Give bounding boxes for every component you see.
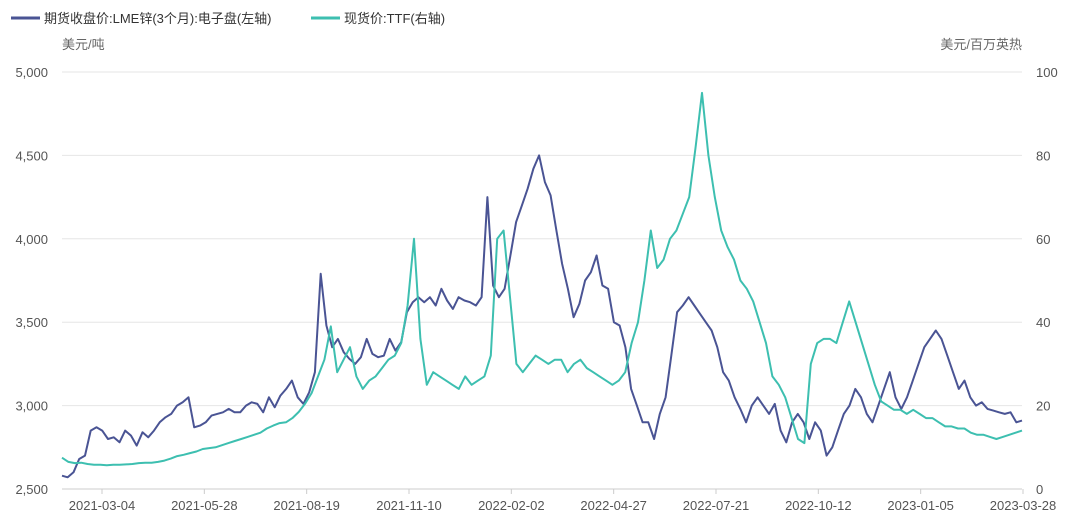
legend-label-ttf: 现货价:TTF(右轴) bbox=[344, 11, 445, 26]
left-tick-label: 4,000 bbox=[15, 232, 48, 247]
x-tick-label: 2021-03-04 bbox=[69, 498, 136, 513]
right-tick-label: 20 bbox=[1036, 399, 1050, 414]
x-tick-label: 2022-04-27 bbox=[580, 498, 647, 513]
x-tick-label: 2021-08-19 bbox=[273, 498, 340, 513]
left-tick-label: 3,500 bbox=[15, 315, 48, 330]
left-tick-label: 5,000 bbox=[15, 65, 48, 80]
x-axis-ticks: 2021-03-04 2021-05-28 2021-08-19 2021-11-10… bbox=[69, 489, 1057, 513]
x-tick-label: 2022-02-02 bbox=[478, 498, 545, 513]
right-axis-unit: 美元/百万英热 bbox=[940, 37, 1022, 52]
right-tick-label: 0 bbox=[1036, 482, 1043, 497]
left-axis-ticks: 2,500 3,000 3,500 4,000 4,500 5,000 bbox=[15, 65, 48, 497]
left-axis-unit: 美元/吨 bbox=[62, 37, 105, 52]
x-tick-label: 2023-01-05 bbox=[887, 498, 954, 513]
series-line-zinc bbox=[61, 154, 1023, 479]
legend-label-zinc: 期货收盘价:LME锌(3个月):电子盘(左轴) bbox=[44, 11, 272, 26]
right-tick-label: 40 bbox=[1036, 315, 1050, 330]
series-layer bbox=[61, 91, 1023, 479]
x-tick-label: 2022-10-12 bbox=[785, 498, 852, 513]
left-tick-label: 3,000 bbox=[15, 399, 48, 414]
series-line-ttf bbox=[61, 91, 1023, 467]
right-tick-label: 100 bbox=[1036, 65, 1058, 80]
legend-item-ttf[interactable]: 现货价:TTF(右轴) bbox=[311, 11, 445, 26]
x-tick-label: 2021-05-28 bbox=[171, 498, 238, 513]
legend-item-zinc[interactable]: 期货收盘价:LME锌(3个月):电子盘(左轴) bbox=[11, 11, 272, 26]
x-tick-label: 2021-11-10 bbox=[376, 498, 442, 513]
right-tick-label: 80 bbox=[1036, 148, 1050, 163]
right-axis-ticks: 0 20 40 60 80 100 bbox=[1036, 65, 1058, 497]
x-tick-label: 2022-07-21 bbox=[683, 498, 750, 513]
x-tick-label: 2023-03-28 bbox=[990, 498, 1057, 513]
gridlines bbox=[62, 71, 1022, 407]
right-tick-label: 60 bbox=[1036, 232, 1050, 247]
left-tick-label: 4,500 bbox=[15, 148, 48, 163]
left-tick-label: 2,500 bbox=[15, 482, 48, 497]
legend: 期货收盘价:LME锌(3个月):电子盘(左轴) 现货价:TTF(右轴) bbox=[11, 11, 445, 26]
